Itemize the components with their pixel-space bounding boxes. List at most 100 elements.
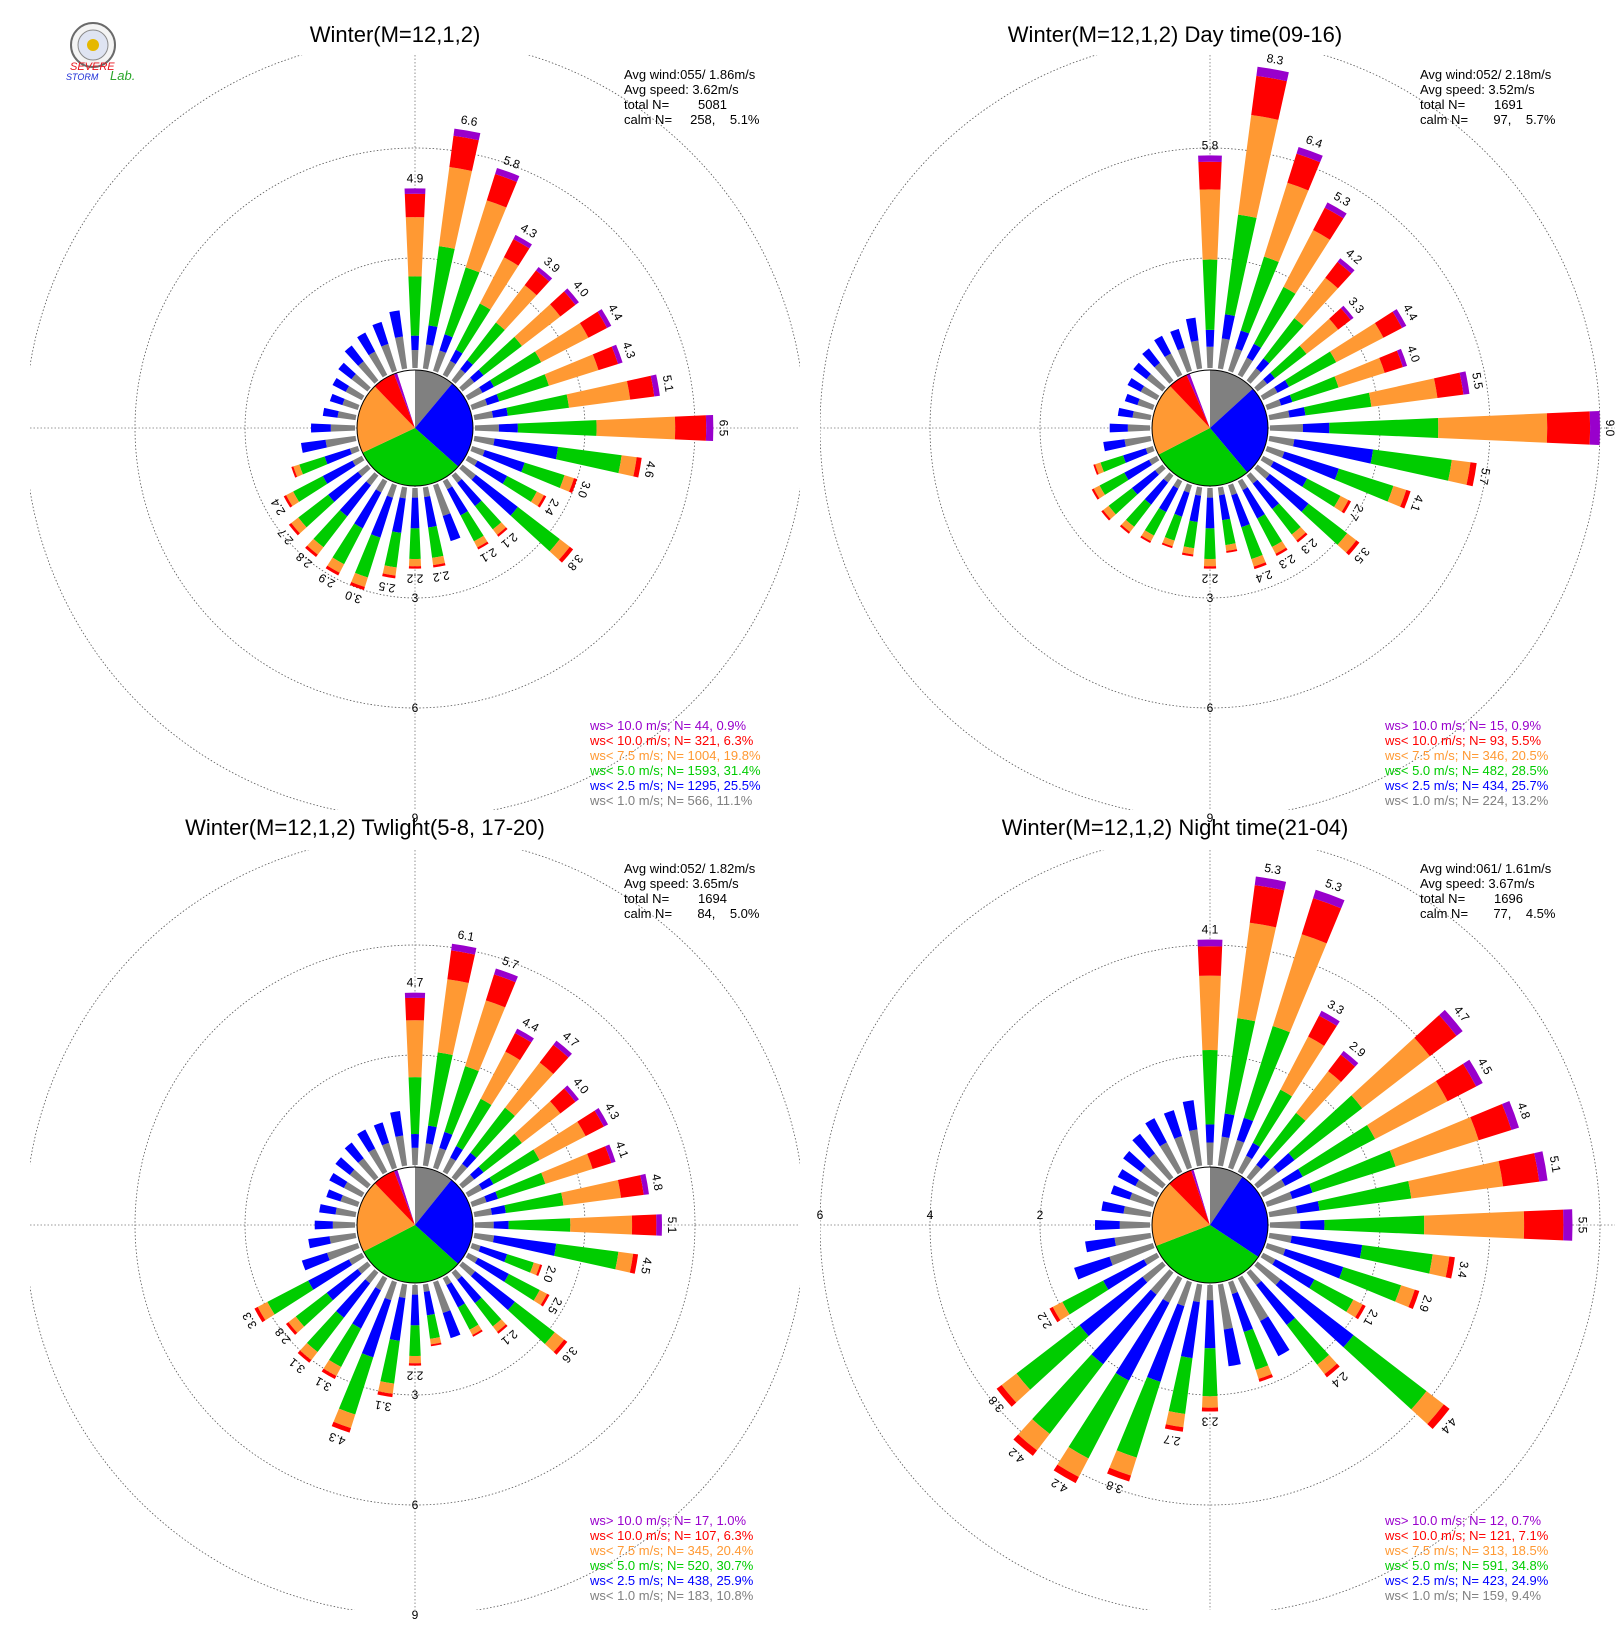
bar-dir-50-green [478, 1133, 522, 1173]
bar-dir-150-orange [473, 535, 488, 548]
bar-dir-90-orange [596, 416, 676, 440]
bar-dir-130-red [1427, 1404, 1450, 1430]
bar-dir-230-red [1101, 509, 1111, 521]
info-total-n: total N= 1691 [1420, 97, 1523, 112]
bar-dir-150-green [460, 511, 484, 542]
bar-dir-10-orange [1238, 115, 1279, 218]
bar-dir-10-orange [438, 166, 472, 249]
panel-title: Winter(M=12,1,2) [310, 22, 481, 47]
bar-dir-200-gray [384, 1280, 397, 1301]
bar-dir-30-blue [1246, 343, 1262, 362]
bar-dir-260-gray [329, 1232, 357, 1244]
bar-dir-210-green [329, 1323, 362, 1367]
bar-dir-80-red [626, 375, 655, 400]
bar-dir-170-red [433, 562, 446, 568]
bar-dir-0-purple [1197, 939, 1223, 947]
bar-dir-220-blue [1144, 478, 1169, 505]
bar-dir-330-blue [1145, 1118, 1167, 1147]
bar-dir-50-gray [1254, 379, 1268, 392]
ring-label: 9 [412, 1608, 419, 1622]
bar-dir-180-red [1203, 566, 1217, 569]
bar-dir-20-purple [1313, 889, 1345, 909]
bar-dir-160-gray [433, 1280, 451, 1313]
bar-dir-60-purple [1463, 1059, 1483, 1087]
bar-dir-140-green [1286, 1317, 1330, 1365]
bar-dir-190-gray [1195, 486, 1203, 496]
logo-text-storm: STORM [66, 72, 99, 82]
bar-dir-120-blue [474, 1257, 509, 1282]
bar-dir-30-gray [442, 360, 456, 378]
bar-dir-80-red [1433, 372, 1464, 399]
bar-dir-80-purple [1459, 371, 1470, 395]
pie-slice-red [1169, 1170, 1210, 1225]
bar-dir-50-blue [470, 1166, 484, 1180]
bar-dir-200-orange [333, 1408, 356, 1429]
bar-dir-80-gray [473, 410, 494, 421]
legend-entry: ws< 2.5 m/s; N= 423, 24.9% [1384, 1573, 1549, 1588]
bar-dir-280-blue [322, 407, 339, 418]
bar-dir-10-gray [422, 1143, 433, 1167]
bar-dir-220-red [305, 545, 318, 558]
bar-dir-60-green [1285, 351, 1337, 387]
bar-dir-130-gray [1254, 464, 1270, 479]
info-avg-speed: Avg speed: 3.65m/s [624, 876, 739, 891]
bar-dir-210-red [321, 1368, 337, 1380]
legend-entry: ws< 1.0 m/s; N= 566, 11.1% [589, 793, 753, 808]
bar-dir-160-gray [433, 483, 451, 516]
bar-dir-80-green [1304, 392, 1372, 416]
bar-dir-50-gray [459, 377, 475, 392]
bar-dir-80-green [504, 1192, 564, 1214]
bar-dir-210-gray [375, 1275, 388, 1291]
bar-dir-180-green [409, 528, 421, 559]
bar-dir-230-green [298, 494, 335, 528]
bar-dir-10-purple [1254, 876, 1287, 891]
bar-dir-230-gray [1142, 1261, 1166, 1283]
bar-dir-120-green [504, 1273, 540, 1301]
bar-dir-80-blue [1295, 1201, 1320, 1214]
bar-dir-140-red [496, 1324, 508, 1334]
bar-label-dir-160: 2.4 [1254, 567, 1275, 586]
bar-dir-20-orange [465, 1000, 506, 1072]
bar-dir-0-orange [1199, 189, 1221, 260]
bar-dir-110-blue [482, 450, 525, 473]
bar-dir-230-blue [328, 471, 363, 502]
bar-dir-310-gray [351, 373, 371, 392]
bar-dir-40-orange [505, 1062, 554, 1116]
bar-dir-170-gray [1217, 1283, 1233, 1330]
bar-dir-130-orange [1337, 533, 1357, 553]
bar-dir-50-orange [514, 304, 561, 346]
ring-label: 3 [412, 591, 419, 605]
bar-dir-70-gray [470, 1196, 487, 1207]
bar-dir-10-red [449, 135, 479, 171]
bar-label-dir-90: 5.1 [665, 1217, 679, 1234]
bar-dir-110-orange [1395, 1285, 1415, 1308]
bar-dir-180-red [408, 566, 422, 569]
bar-dir-300-blue [332, 378, 350, 392]
bar-dir-150-gray [442, 478, 453, 490]
bar-dir-160-blue [442, 513, 461, 542]
bar-dir-180-gray [411, 487, 419, 498]
bar-dir-310-blue [335, 1157, 355, 1175]
bar-dir-140-gray [451, 472, 462, 483]
legend-entry: ws< 10.0 m/s; N= 321, 6.3% [589, 733, 754, 748]
bar-dir-30-blue [449, 349, 463, 365]
bar-dir-260-gray [325, 435, 357, 448]
bar-dir-80-gray [1268, 1205, 1298, 1218]
legend-entry: ws< 2.5 m/s; N= 1295, 25.5% [589, 778, 761, 793]
panel-title: Winter(M=12,1,2) Twlight(5-8, 17-20) [185, 815, 545, 840]
bar-dir-280-gray [1123, 1206, 1152, 1218]
bar-dir-320-blue [1142, 348, 1160, 368]
bar-dir-60-gray [1260, 387, 1278, 401]
bar-dir-240-orange [1093, 485, 1105, 499]
bar-label-dir-200: 3.0 [343, 588, 364, 607]
bar-dir-350-blue [1185, 317, 1199, 342]
bar-dir-150-blue [446, 1282, 465, 1308]
bar-label-dir-190: 2.7 [1162, 1432, 1181, 1449]
bar-dir-230-orange [291, 517, 307, 534]
bar-dir-180-green [409, 1325, 421, 1356]
bar-dir-70-red [587, 1146, 612, 1169]
bar-dir-170-blue [424, 496, 437, 528]
info-calm-n: calm N= 84, 5.0% [624, 906, 760, 921]
bar-dir-290-blue [326, 1189, 343, 1202]
bar-dir-230-orange [288, 1316, 305, 1333]
